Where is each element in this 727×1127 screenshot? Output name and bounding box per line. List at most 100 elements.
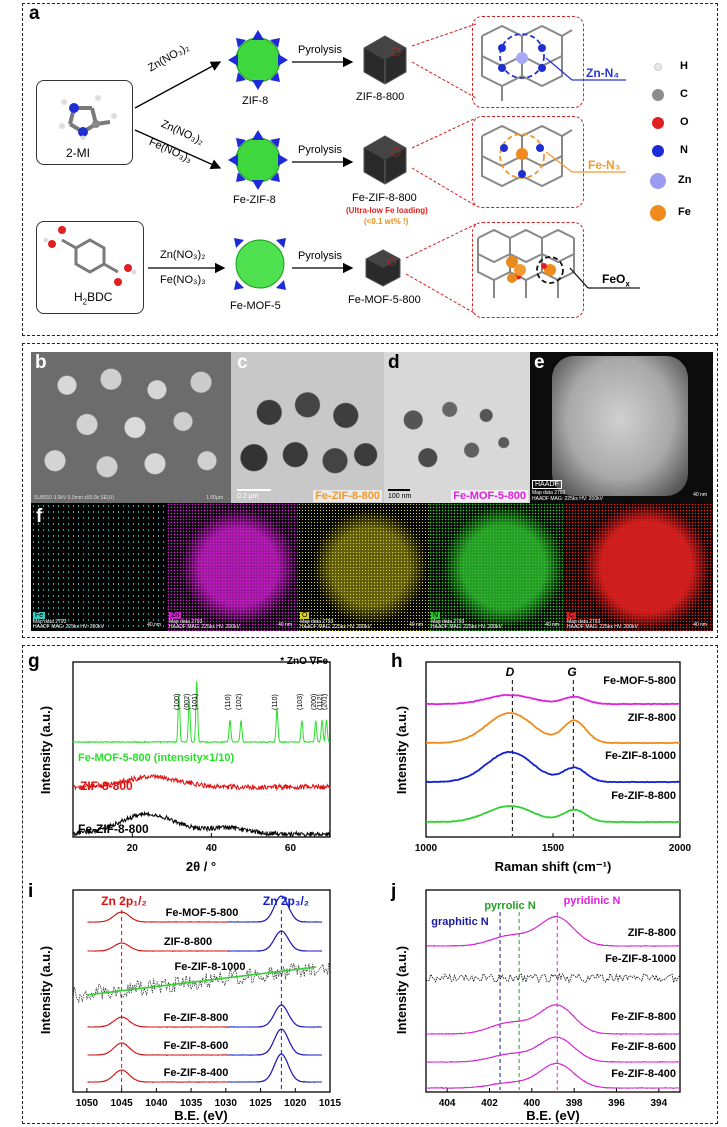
eds-o-caption-1: Map data 2793 <box>300 619 334 625</box>
tem-c-sample-tag: Fe-ZIF-8-800 <box>313 490 382 502</box>
chart-h-series-3 <box>425 804 681 824</box>
tem-d-scalebar <box>388 489 410 491</box>
chart-i-series-label-1: ZIF-8-800 <box>164 936 212 948</box>
zif8-800-particle-icon <box>363 35 407 85</box>
tem-d-scale-label: 100 nm <box>388 493 412 500</box>
chart-g-series-2 <box>72 810 331 838</box>
site-feox-label: FeOx <box>602 272 630 289</box>
chart-i-xtick-label-2: 1040 <box>145 1098 168 1109</box>
eds-c-caption-1: Map data 2793 <box>567 619 601 625</box>
chart-g-series-label-2: Fe-ZIF-8-800 <box>78 822 149 836</box>
inset-structures <box>477 24 575 298</box>
chart-g-peak-label-0: (100) <box>174 694 181 710</box>
chart-i-ylabel: Intensity (a.u.) <box>38 946 53 1034</box>
chart-j-series-1-raw <box>425 972 681 984</box>
chart-j-xtick-label-2: 400 <box>523 1098 540 1109</box>
legend-dot-fe <box>650 205 666 221</box>
chart-j-series-label-3: Fe-ZIF-8-600 <box>611 1041 676 1053</box>
chart-g-series-label-1: ZIF-8-800 <box>80 779 133 793</box>
chart-h-series-0 <box>425 694 681 706</box>
chart-i-peak-label-32: Zn 2p₃/₂ <box>263 894 309 908</box>
legend-dot-c <box>652 89 664 101</box>
legend-label-n: N <box>680 144 688 156</box>
product-fe-mof5-800-label: Fe-MOF-5-800 <box>348 294 421 306</box>
chart-i-xlabel: B.E. (eV) <box>174 1108 227 1123</box>
eds-fe-caption-2: HAADF MAG: 225kx HV: 200kV <box>33 624 104 630</box>
chart-h-series-1 <box>425 712 681 745</box>
legend-dot-zn <box>650 173 666 189</box>
panel-b-label: b <box>35 352 47 373</box>
product-zif8-800-label: ZIF-8-800 <box>356 91 405 103</box>
inset-zn-n4 <box>472 16 584 108</box>
tem-c-scalebar <box>237 489 271 491</box>
chart-h-band-g: G <box>567 665 576 679</box>
chart-h-xlabel: Raman shift (cm⁻¹) <box>495 859 612 874</box>
chart-g-peak-label-2: (101) <box>192 694 199 710</box>
haadf-tag: HAADF <box>532 480 562 489</box>
chart-g-peak-label-9: (201) <box>321 694 328 710</box>
panel-bf-box <box>22 343 718 638</box>
haadf-scale-label: 40 nm <box>693 492 707 498</box>
chart-g-peak-label-6: (103) <box>297 694 304 710</box>
precursor-2mi-label: 2-MI <box>66 146 90 160</box>
legend-dot-n <box>652 145 664 157</box>
eds-fe-tag: Fe <box>33 612 46 619</box>
eds-zn-scale: 40 nm <box>278 622 292 628</box>
haadf-image-e: e HAADF Map data 2793 HAADF MAG: 225kx H… <box>530 352 713 503</box>
eds-n-caption-2: HAADF MAG: 225kx HV: 200kV <box>431 624 502 630</box>
reaction-arrows <box>134 23 477 315</box>
chart-h-series-2 <box>426 751 681 784</box>
eds-c-scale: 40 nm <box>693 622 707 628</box>
chart-h-xtick-label-2: 2000 <box>669 843 692 854</box>
atom-legend: H C O N Zn Fe <box>650 58 710 248</box>
chart-g-series-0 <box>72 681 331 744</box>
chart-g-peak-label-5: (110) <box>272 694 279 710</box>
chart-i-series-2-raw <box>72 962 331 1004</box>
chart-j-series-0-fit <box>426 916 680 947</box>
reagent-zn-3: Zn(NO₃)₂ <box>160 249 206 261</box>
chart-j-series-3-fit <box>426 1036 680 1063</box>
sem-scale-label: 1.00µm <box>206 495 223 501</box>
precursor-2mi-box <box>36 80 133 165</box>
2mi-molecule-icon <box>59 95 117 140</box>
chart-j-series-label-1: Fe-ZIF-8-1000 <box>605 953 676 965</box>
panel-e-label: e <box>534 352 545 373</box>
chart-i-series-1-fit32 <box>227 930 322 952</box>
panel-i-label: i <box>28 881 33 902</box>
fe-zif8-800-particle-icon <box>363 135 407 185</box>
chart-g-xtick-label-0: 20 <box>127 843 139 854</box>
chart-g-frame <box>72 661 331 838</box>
chart-i-series-label-5: Fe-ZIF-8-400 <box>164 1067 229 1079</box>
chart-j-component-label-0: graphitic N <box>431 916 489 928</box>
site-fe-n3-label: Fe-N₃ <box>588 158 621 172</box>
chart-j-series-label-4: Fe-ZIF-8-400 <box>611 1068 676 1080</box>
eds-zn-tag: Zn <box>169 612 182 619</box>
chart-i-xtick-label-4: 1030 <box>215 1098 238 1109</box>
chart-i-xtick-label-7: 1015 <box>319 1098 342 1109</box>
sem-caption: SU8010 3.0kV 5.0mm x50.0k SE(U) <box>34 495 115 501</box>
eds-map-n: N Map data 2793 HAADF MAG: 225kx HV: 200… <box>429 503 565 631</box>
chart-j-xtick-label-4: 396 <box>608 1098 625 1109</box>
chart-g-xtick-label-2: 60 <box>285 843 297 854</box>
chart-i-xtick-label-5: 1025 <box>249 1098 272 1109</box>
panel-a-label: a <box>29 3 40 24</box>
legend-dot-h <box>654 63 662 71</box>
legend-label-c: C <box>680 88 688 100</box>
chart-i-series-label-2: Fe-ZIF-8-1000 <box>175 961 246 973</box>
chart-g-series-1 <box>72 773 331 792</box>
chart-h-band-d: D <box>506 665 515 679</box>
eds-c-caption-2: HAADF MAG: 225kx HV: 200kV <box>567 624 638 630</box>
chart-g-peak-label-4: (102) <box>236 694 243 710</box>
chart-j-xtick-label-3: 398 <box>566 1098 583 1109</box>
site-callout-lines <box>545 57 640 289</box>
tem-image-c: c 0.2 µm Fe-ZIF-8-800 <box>231 352 384 503</box>
chart-i-series-label-3: Fe-ZIF-8-800 <box>164 1012 229 1024</box>
precursor-h2bdc-box <box>36 221 144 314</box>
panel-h-label: h <box>391 651 403 672</box>
fe-zif8-framework-icon <box>228 130 288 190</box>
precursor-h2bdc-label: H2BDC <box>74 290 113 307</box>
legend-label-zn: Zn <box>678 174 692 186</box>
chart-j-xlabel: B.E. (eV) <box>526 1108 579 1123</box>
eds-o-caption-2: HAADF MAG: 225kx HV: 200kV <box>300 624 371 630</box>
